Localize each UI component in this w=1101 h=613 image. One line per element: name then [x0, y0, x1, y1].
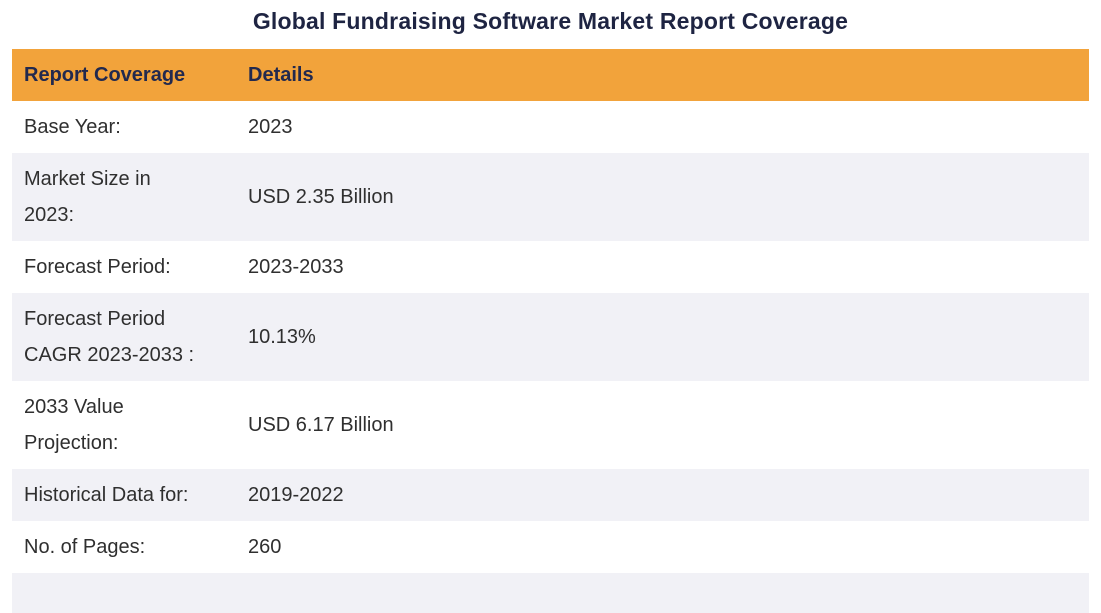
row-value: 10.13% [248, 326, 316, 348]
row-value: 2023 [248, 116, 293, 138]
row-label: Forecast Period: [24, 256, 171, 278]
row-value: 2023-2033 [248, 256, 344, 278]
report-coverage-page: Global Fundraising Software Market Repor… [0, 8, 1101, 613]
row-label: Historical Data for: [24, 484, 189, 506]
table-row-base-year: Base Year: 2023 [12, 101, 1089, 153]
row-label: Forecast Period CAGR 2023-2033 : [24, 308, 195, 366]
column-header-report-coverage: Report Coverage [12, 49, 212, 101]
column-header-details: Details [212, 49, 1089, 101]
table-row-partial [12, 573, 1089, 613]
partial-row-cell [12, 573, 1089, 613]
table-row-pages: No. of Pages: 260 [12, 521, 1089, 573]
page-title: Global Fundraising Software Market Repor… [252, 8, 849, 34]
table-row-market-size: Market Size in 2023: USD 2.35 Billion [12, 153, 1089, 241]
table-row-historical-data: Historical Data for: 2019-2022 [12, 469, 1089, 521]
row-value: USD 6.17 Billion [248, 414, 394, 436]
table-row-forecast-cagr: Forecast Period CAGR 2023-2033 : 10.13% [12, 293, 1089, 381]
table-row-forecast-period: Forecast Period: 2023-2033 [12, 241, 1089, 293]
table-row-value-projection: 2033 Value Projection: USD 6.17 Billion [12, 381, 1089, 469]
row-value: 260 [248, 536, 282, 558]
row-label: 2033 Value Projection: [24, 396, 124, 454]
row-label: Base Year: [24, 116, 121, 138]
row-label: Market Size in 2023: [24, 168, 151, 226]
report-coverage-table: Report Coverage Details Base Year: 2023 … [12, 49, 1089, 613]
row-label: No. of Pages: [24, 536, 146, 558]
row-value: 2019-2022 [248, 484, 344, 506]
table-header-row: Report Coverage Details [12, 49, 1089, 101]
row-value: USD 2.35 Billion [248, 186, 394, 208]
